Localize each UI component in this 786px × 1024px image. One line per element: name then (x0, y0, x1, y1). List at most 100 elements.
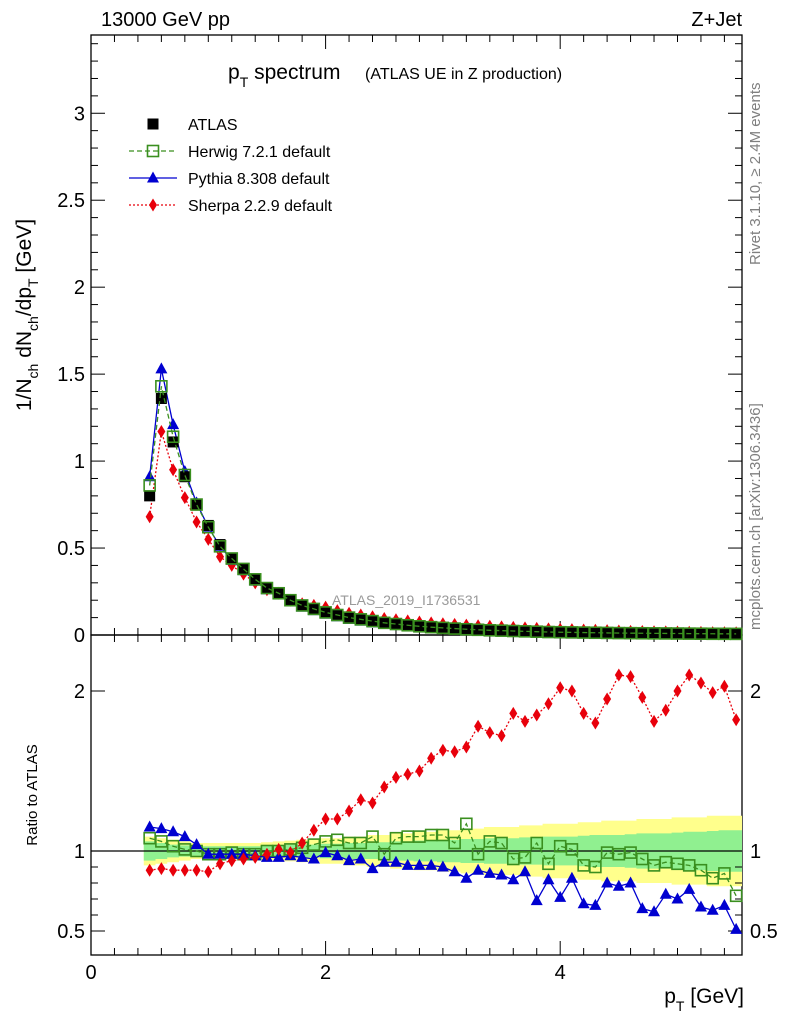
sherpa-point (321, 812, 330, 826)
herwig-point (225, 552, 239, 565)
sherpa-point (708, 686, 717, 700)
legend-label: Sherpa 2.2.9 default (188, 198, 333, 215)
y-axis-label-top: 1/Nch dNch/dpT [GeV] (13, 219, 41, 411)
sherpa-point (216, 857, 225, 871)
pythia-point (624, 876, 637, 888)
herwig-point (624, 846, 637, 859)
herwig-line (149, 386, 737, 635)
legend-label: Pythia 8.308 default (188, 171, 330, 188)
herwig-point (143, 479, 156, 492)
sherpa-point (345, 804, 354, 818)
sherpa-point (696, 676, 705, 690)
ratio-ytick-label-right: 1 (750, 841, 761, 863)
atlas-point (237, 563, 249, 575)
pythia-point (389, 855, 402, 867)
legend-label: ATLAS (188, 117, 238, 134)
axis-ticks: 00.511.522.530.5 0.51 12 20 2 4 (57, 35, 778, 984)
herwig-point (155, 380, 168, 393)
pythia-point (554, 890, 567, 902)
sherpa-point (157, 425, 166, 439)
herwig-point (518, 851, 532, 864)
herwig-point (565, 843, 579, 856)
main-ytick-label: 1 (74, 451, 85, 473)
herwig-point (460, 817, 473, 831)
herwig-point (201, 520, 215, 534)
sherpa-point (544, 697, 553, 711)
sherpa-point (427, 751, 436, 765)
sherpa-point (614, 668, 623, 682)
sherpa-point (603, 692, 612, 706)
sherpa-point (497, 729, 506, 743)
pythia-point (589, 898, 602, 910)
herwig-point (718, 867, 731, 880)
pythia-point (636, 902, 649, 914)
sherpa-point (204, 865, 213, 879)
herwig-point (213, 540, 227, 553)
pythia-point (648, 905, 661, 917)
atlas-point (496, 625, 508, 637)
herwig-point (166, 430, 180, 444)
herwig-point (366, 830, 379, 843)
herwig-point (248, 573, 262, 586)
sherpa-point (485, 726, 494, 740)
sherpa-point (474, 719, 483, 733)
legend-label: Herwig 7.2.1 default (188, 144, 331, 161)
header-left: 13000 GeV pp (101, 9, 230, 31)
pythia-point (507, 873, 520, 885)
sherpa-point (204, 532, 213, 546)
atlas-point (519, 625, 531, 637)
sherpa-point (720, 679, 729, 693)
sherpa-point (309, 823, 318, 837)
pythia-point (730, 922, 743, 934)
sherpa-point (532, 708, 541, 722)
pythia-point (413, 858, 426, 870)
legend-marker (149, 198, 157, 212)
sherpa-point (626, 670, 635, 684)
pythia-point (495, 868, 508, 880)
main-ytick-label: 0 (74, 625, 85, 647)
pythia-point (214, 847, 227, 859)
sherpa-point (591, 716, 600, 730)
sherpa-point (661, 703, 670, 717)
pythia-point (718, 898, 731, 910)
pythia-point (167, 418, 180, 430)
atlas-point (296, 599, 308, 611)
sherpa-point (180, 491, 189, 505)
pythia-point (202, 847, 215, 859)
pythia-point (683, 882, 696, 894)
sherpa-point (509, 706, 518, 720)
sherpa-point (368, 796, 377, 810)
sherpa-point (579, 706, 588, 720)
herwig-point (237, 562, 250, 576)
pythia-point (519, 865, 531, 877)
pythia-point (530, 894, 543, 906)
atlas-point (390, 618, 402, 630)
herwig-point (495, 836, 508, 850)
pythia-point (354, 852, 367, 864)
herwig-point (448, 836, 461, 850)
herwig-point (530, 836, 544, 850)
pythia-point (483, 866, 496, 878)
pythia-point (425, 858, 438, 870)
sherpa-point (251, 850, 260, 864)
herwig-point (436, 828, 450, 842)
ratio-series-group (143, 668, 743, 934)
pythia-point (601, 876, 614, 888)
pythia-point (577, 897, 590, 909)
sherpa-point (298, 836, 307, 850)
plot-title: pT spectrum (228, 61, 340, 90)
sherpa-point (262, 847, 271, 861)
herwig-point (542, 857, 555, 871)
sherpa-point (415, 764, 424, 778)
sherpa-point (145, 510, 154, 524)
sherpa-point (380, 780, 389, 794)
x-axis-label: pT [GeV] (664, 985, 744, 1014)
atlas-point (648, 627, 660, 639)
rivet-info: Rivet 3.1.10, ≥ 2.4M events (747, 83, 764, 266)
pythia-point (319, 846, 332, 858)
atlas-point (320, 606, 332, 618)
sherpa-point (391, 770, 400, 784)
herwig-point (729, 889, 743, 903)
pythia-point (331, 849, 344, 861)
